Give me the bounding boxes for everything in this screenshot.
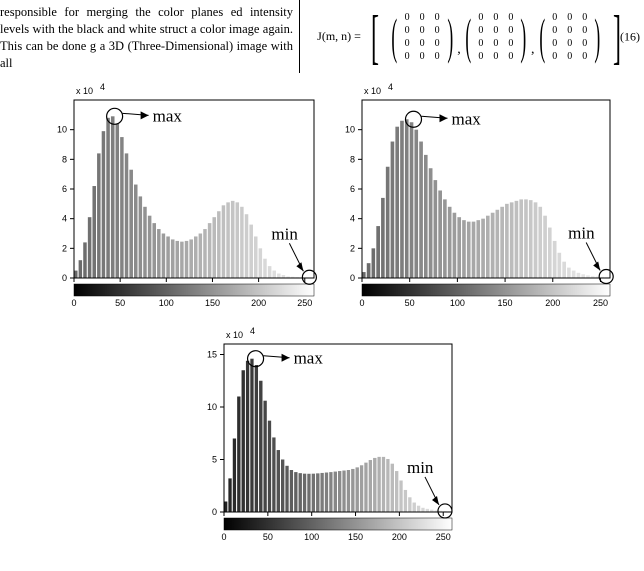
svg-text:2: 2 [350, 243, 355, 253]
matrix-group: [ (000000000000),(000000000000),(0000000… [365, 10, 627, 64]
svg-text:8: 8 [350, 154, 355, 164]
svg-text:50: 50 [405, 298, 415, 308]
svg-text:0: 0 [221, 532, 226, 542]
svg-text:x 10: x 10 [226, 330, 243, 340]
svg-text:0: 0 [359, 298, 364, 308]
paragraph-text: responsible for merging the color planes… [0, 0, 300, 73]
chart-topleft: 0 50 100 150 200 250 0 2 4 6 8 10 x 10 4 max min [42, 80, 322, 314]
svg-text:min: min [271, 224, 298, 243]
equation-lhs: J(m, n) = [317, 29, 361, 44]
svg-text:0: 0 [62, 273, 67, 283]
svg-text:150: 150 [205, 298, 220, 308]
svg-text:0: 0 [212, 507, 217, 517]
svg-text:6: 6 [62, 184, 67, 194]
svg-text:4: 4 [250, 326, 255, 336]
svg-text:10: 10 [207, 402, 217, 412]
svg-text:max: max [294, 349, 324, 368]
svg-text:4: 4 [100, 82, 105, 92]
text-line: responsible for merging the color planes [0, 5, 223, 19]
matrix: (000000000000) [460, 10, 532, 64]
svg-text:250: 250 [593, 298, 608, 308]
matrices: (000000000000),(000000000000),(000000000… [385, 10, 607, 64]
matrix: (000000000000) [534, 10, 606, 64]
equation-block: J(m, n) = [ (000000000000),(000000000000… [300, 0, 644, 73]
svg-text:200: 200 [392, 532, 407, 542]
svg-text:100: 100 [159, 298, 174, 308]
svg-text:150: 150 [498, 298, 513, 308]
svg-text:250: 250 [436, 532, 451, 542]
svg-text:5: 5 [212, 455, 217, 465]
svg-text:15: 15 [207, 350, 217, 360]
svg-text:150: 150 [348, 532, 363, 542]
svg-text:max: max [153, 106, 183, 125]
svg-text:100: 100 [450, 298, 465, 308]
svg-text:x 10: x 10 [76, 86, 93, 96]
svg-text:0: 0 [71, 298, 76, 308]
chart-bottom: 0 50 100 150 200 250 0 5 10 15 x 10 4 max min [192, 324, 460, 548]
svg-text:8: 8 [62, 154, 67, 164]
matrix: (000000000000) [386, 10, 458, 64]
svg-text:6: 6 [350, 184, 355, 194]
svg-text:200: 200 [251, 298, 266, 308]
equation-number: (16) [620, 29, 640, 44]
svg-text:4: 4 [62, 214, 67, 224]
svg-text:200: 200 [545, 298, 560, 308]
svg-text:min: min [407, 458, 434, 477]
svg-text:min: min [568, 224, 595, 243]
charts-area: 0501001502002500246810x 104maxmin0501001… [0, 74, 644, 571]
chart-topright: 0 50 100 150 200 250 0 2 4 6 8 10 x 10 4 max min [330, 80, 618, 314]
svg-text:x 10: x 10 [364, 86, 381, 96]
svg-text:250: 250 [297, 298, 312, 308]
svg-text:4: 4 [350, 214, 355, 224]
svg-text:4: 4 [388, 82, 393, 92]
svg-text:50: 50 [115, 298, 125, 308]
svg-text:50: 50 [263, 532, 273, 542]
svg-text:10: 10 [57, 125, 67, 135]
svg-text:10: 10 [345, 125, 355, 135]
svg-text:100: 100 [304, 532, 319, 542]
svg-text:0: 0 [350, 273, 355, 283]
svg-text:max: max [452, 109, 482, 128]
svg-text:2: 2 [62, 243, 67, 253]
